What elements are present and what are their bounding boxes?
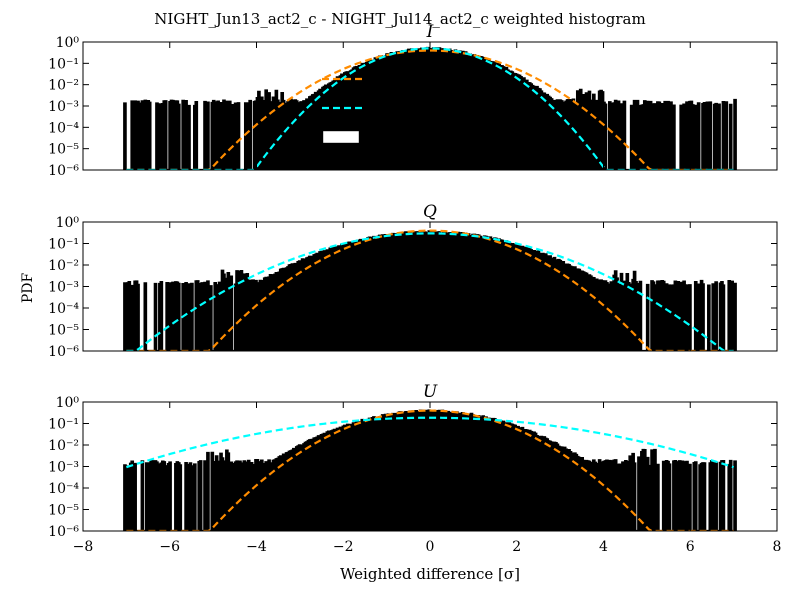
series-data-q <box>123 230 737 351</box>
y-tick-label: 10⁻⁴ <box>48 120 79 136</box>
series-white-noise-i <box>126 49 734 170</box>
series-data-u <box>123 409 737 531</box>
y-tick-label: 10⁻³ <box>48 460 79 476</box>
x-tick-label: −6 <box>159 539 180 555</box>
panel-u: 10⁰ 10⁻¹ 10⁻² 10⁻³ 10⁻⁴ 10⁻⁵ 10⁻⁶−8 −6 −4 −2 0 2 4 6 8… <box>48 382 781 555</box>
y-tick-label: 10⁰ <box>56 395 80 411</box>
y-tick-label: 10⁻² <box>48 78 79 94</box>
panel-title-u: U <box>423 382 438 402</box>
panel-q: 10⁰ 10⁻¹ 10⁻² 10⁻³ 10⁻⁴ 10⁻⁵ 10⁻⁶ Q <box>48 202 778 360</box>
y-tick-label: 10⁻² <box>48 438 79 454</box>
y-tick-label: 10⁻³ <box>48 99 79 115</box>
x-tick-label: 4 <box>599 539 608 555</box>
y-tick-label: 10⁻¹ <box>48 417 79 433</box>
panel-title-i: I <box>426 22 434 42</box>
panel-title-q: Q <box>423 202 437 222</box>
x-tick-label: 6 <box>686 539 695 555</box>
series-white-noise-u <box>126 409 734 531</box>
y-tick-label: 10⁻⁴ <box>48 301 79 317</box>
y-tick-label: 10⁻⁴ <box>48 481 79 497</box>
x-tick-label: −4 <box>246 539 267 555</box>
y-tick-label: 10⁻¹ <box>48 237 79 253</box>
legend: White noise Fitted Gaussian Data <box>320 68 520 147</box>
series-fitted-gaussian-q <box>126 232 734 351</box>
plot-area-q <box>123 229 737 351</box>
y-tick-label: 10⁻⁵ <box>48 503 79 519</box>
series-data-i <box>123 46 737 170</box>
x-tick-label: 8 <box>773 539 782 555</box>
figure-title: NIGHT_Jun13_act2_c - NIGHT_Jul14_act2_c … <box>154 10 645 28</box>
y-tick-label: 10⁻² <box>48 258 79 274</box>
y-tick-label: 10⁰ <box>56 215 80 231</box>
x-tick-label: 0 <box>426 539 435 555</box>
y-axis-label: PDF <box>20 273 36 304</box>
plot-area-u <box>123 409 737 531</box>
y-tick-label: 10⁻⁶ <box>48 524 79 540</box>
series-white-noise-q <box>126 229 734 351</box>
x-tick-label: −2 <box>333 539 354 555</box>
y-tick-label: 10⁻⁶ <box>48 344 79 360</box>
legend-label: Data <box>376 126 419 147</box>
series-fitted-gaussian-u <box>126 416 734 469</box>
y-tick-label: 10⁻⁶ <box>48 163 79 179</box>
legend-label: Fitted Gaussian <box>376 97 520 118</box>
y-tick-label: 10⁻³ <box>48 280 79 296</box>
y-tick-label: 10⁻¹ <box>48 56 79 72</box>
legend-swatch-data <box>320 128 362 146</box>
panel-i: 10⁰ 10⁻¹ 10⁻² 10⁻³ 10⁻⁴ 10⁻⁵ 10⁻⁶ I <box>48 22 778 179</box>
x-tick-label: 2 <box>512 539 521 555</box>
y-tick-label: 10⁰ <box>56 35 80 51</box>
y-tick-label: 10⁻⁵ <box>48 142 79 158</box>
x-axis-label: Weighted difference [σ] <box>340 565 520 583</box>
y-tick-label: 10⁻⁵ <box>48 323 79 339</box>
legend-label: White noise <box>376 68 484 89</box>
x-tick-label: −8 <box>73 539 94 555</box>
plot-area-i <box>123 46 737 170</box>
panels: 10⁰10⁻¹10⁻²10⁻³10⁻⁴10⁻⁵10⁻⁶I10⁰10⁻¹10⁻²1… <box>48 22 781 555</box>
